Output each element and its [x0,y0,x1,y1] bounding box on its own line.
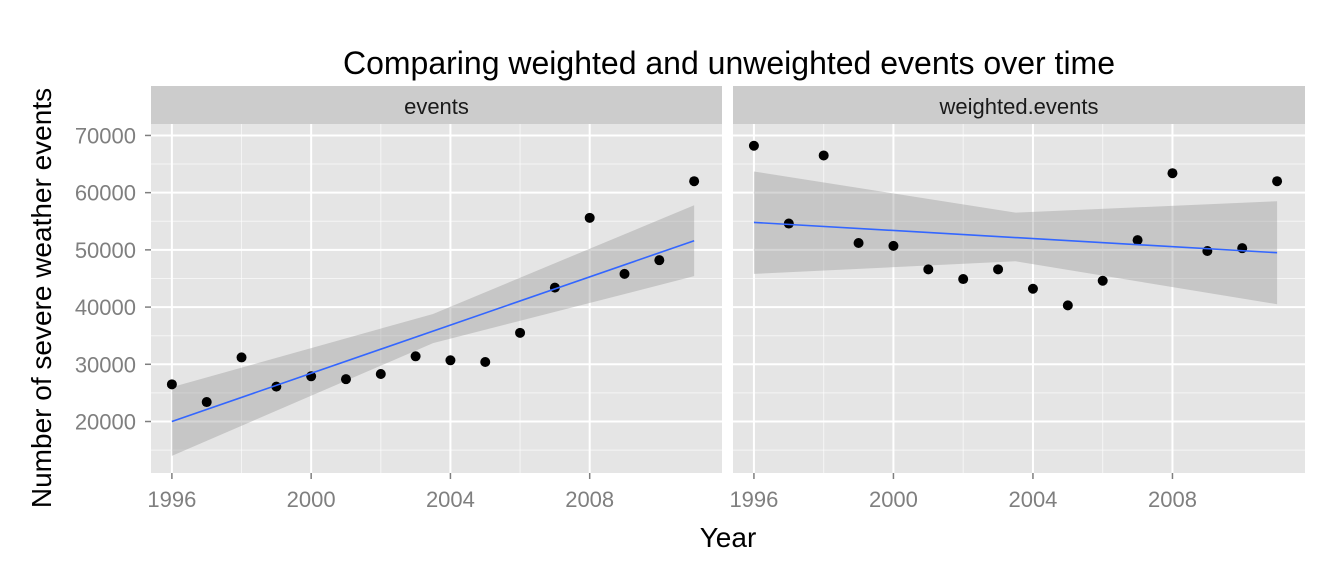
data-point [1202,246,1213,257]
y-tick-label: 60000 [75,181,136,206]
x-axis-title: Year [700,522,757,553]
data-point [236,352,247,363]
data-point [923,264,934,275]
facet-strip-label: weighted.events [939,94,1099,119]
data-point [1097,275,1108,286]
data-point [584,212,595,223]
data-point [410,351,421,362]
data-point [748,140,759,151]
y-tick-label: 30000 [75,352,136,377]
x-tick-label: 1996 [729,487,778,512]
chart-title: Comparing weighted and unweighted events… [343,45,1115,81]
data-point [853,238,864,249]
y-axis: 20000 30000 40000 50000 60000 70000 [75,123,151,435]
y-tick-label: 20000 [75,410,136,435]
data-point [201,397,212,408]
facet-strip [733,86,1305,124]
data-point [445,355,456,366]
facet-strip [151,86,722,124]
x-tick-label: 2004 [426,487,475,512]
data-point [783,218,794,229]
facet-panel-2: weighted.events 1996 2000 2004 2008 [729,86,1305,512]
fit-line [753,221,1278,254]
data-point [166,379,177,390]
data-point [818,150,829,161]
x-tick-label: 2000 [869,487,918,512]
x-tick-label: 2000 [287,487,336,512]
panel-background [151,124,722,473]
x-tick-label: 1996 [147,487,196,512]
data-point [689,176,700,187]
data-point [654,255,665,266]
facet-panels: events 1996 2000 2004 2008 weighted.events 199… [75,86,1305,512]
x-tick-label: 2008 [1148,487,1197,512]
data-point [340,374,351,385]
data-point [1272,176,1283,187]
x-tick-label: 2008 [565,487,614,512]
data-point [515,327,526,338]
data-point [1132,235,1143,246]
data-point [1062,300,1073,311]
facet-panel-1: events 1996 2000 2004 2008 [147,86,722,512]
panel-background [733,124,1305,473]
data-point [375,369,386,380]
data-point [958,274,969,285]
y-tick-label: 40000 [75,295,136,320]
data-point [993,264,1004,275]
y-axis-title: Number of severe weather events [26,88,57,508]
data-point [1167,168,1178,179]
data-point [1027,283,1038,294]
y-tick-label: 70000 [75,123,136,148]
fit-line [171,239,695,423]
data-point [480,357,491,368]
data-point [888,240,899,251]
facet-strip-label: events [404,94,469,119]
data-point [619,268,630,279]
y-tick-label: 50000 [75,238,136,263]
x-tick-label: 2004 [1008,487,1057,512]
